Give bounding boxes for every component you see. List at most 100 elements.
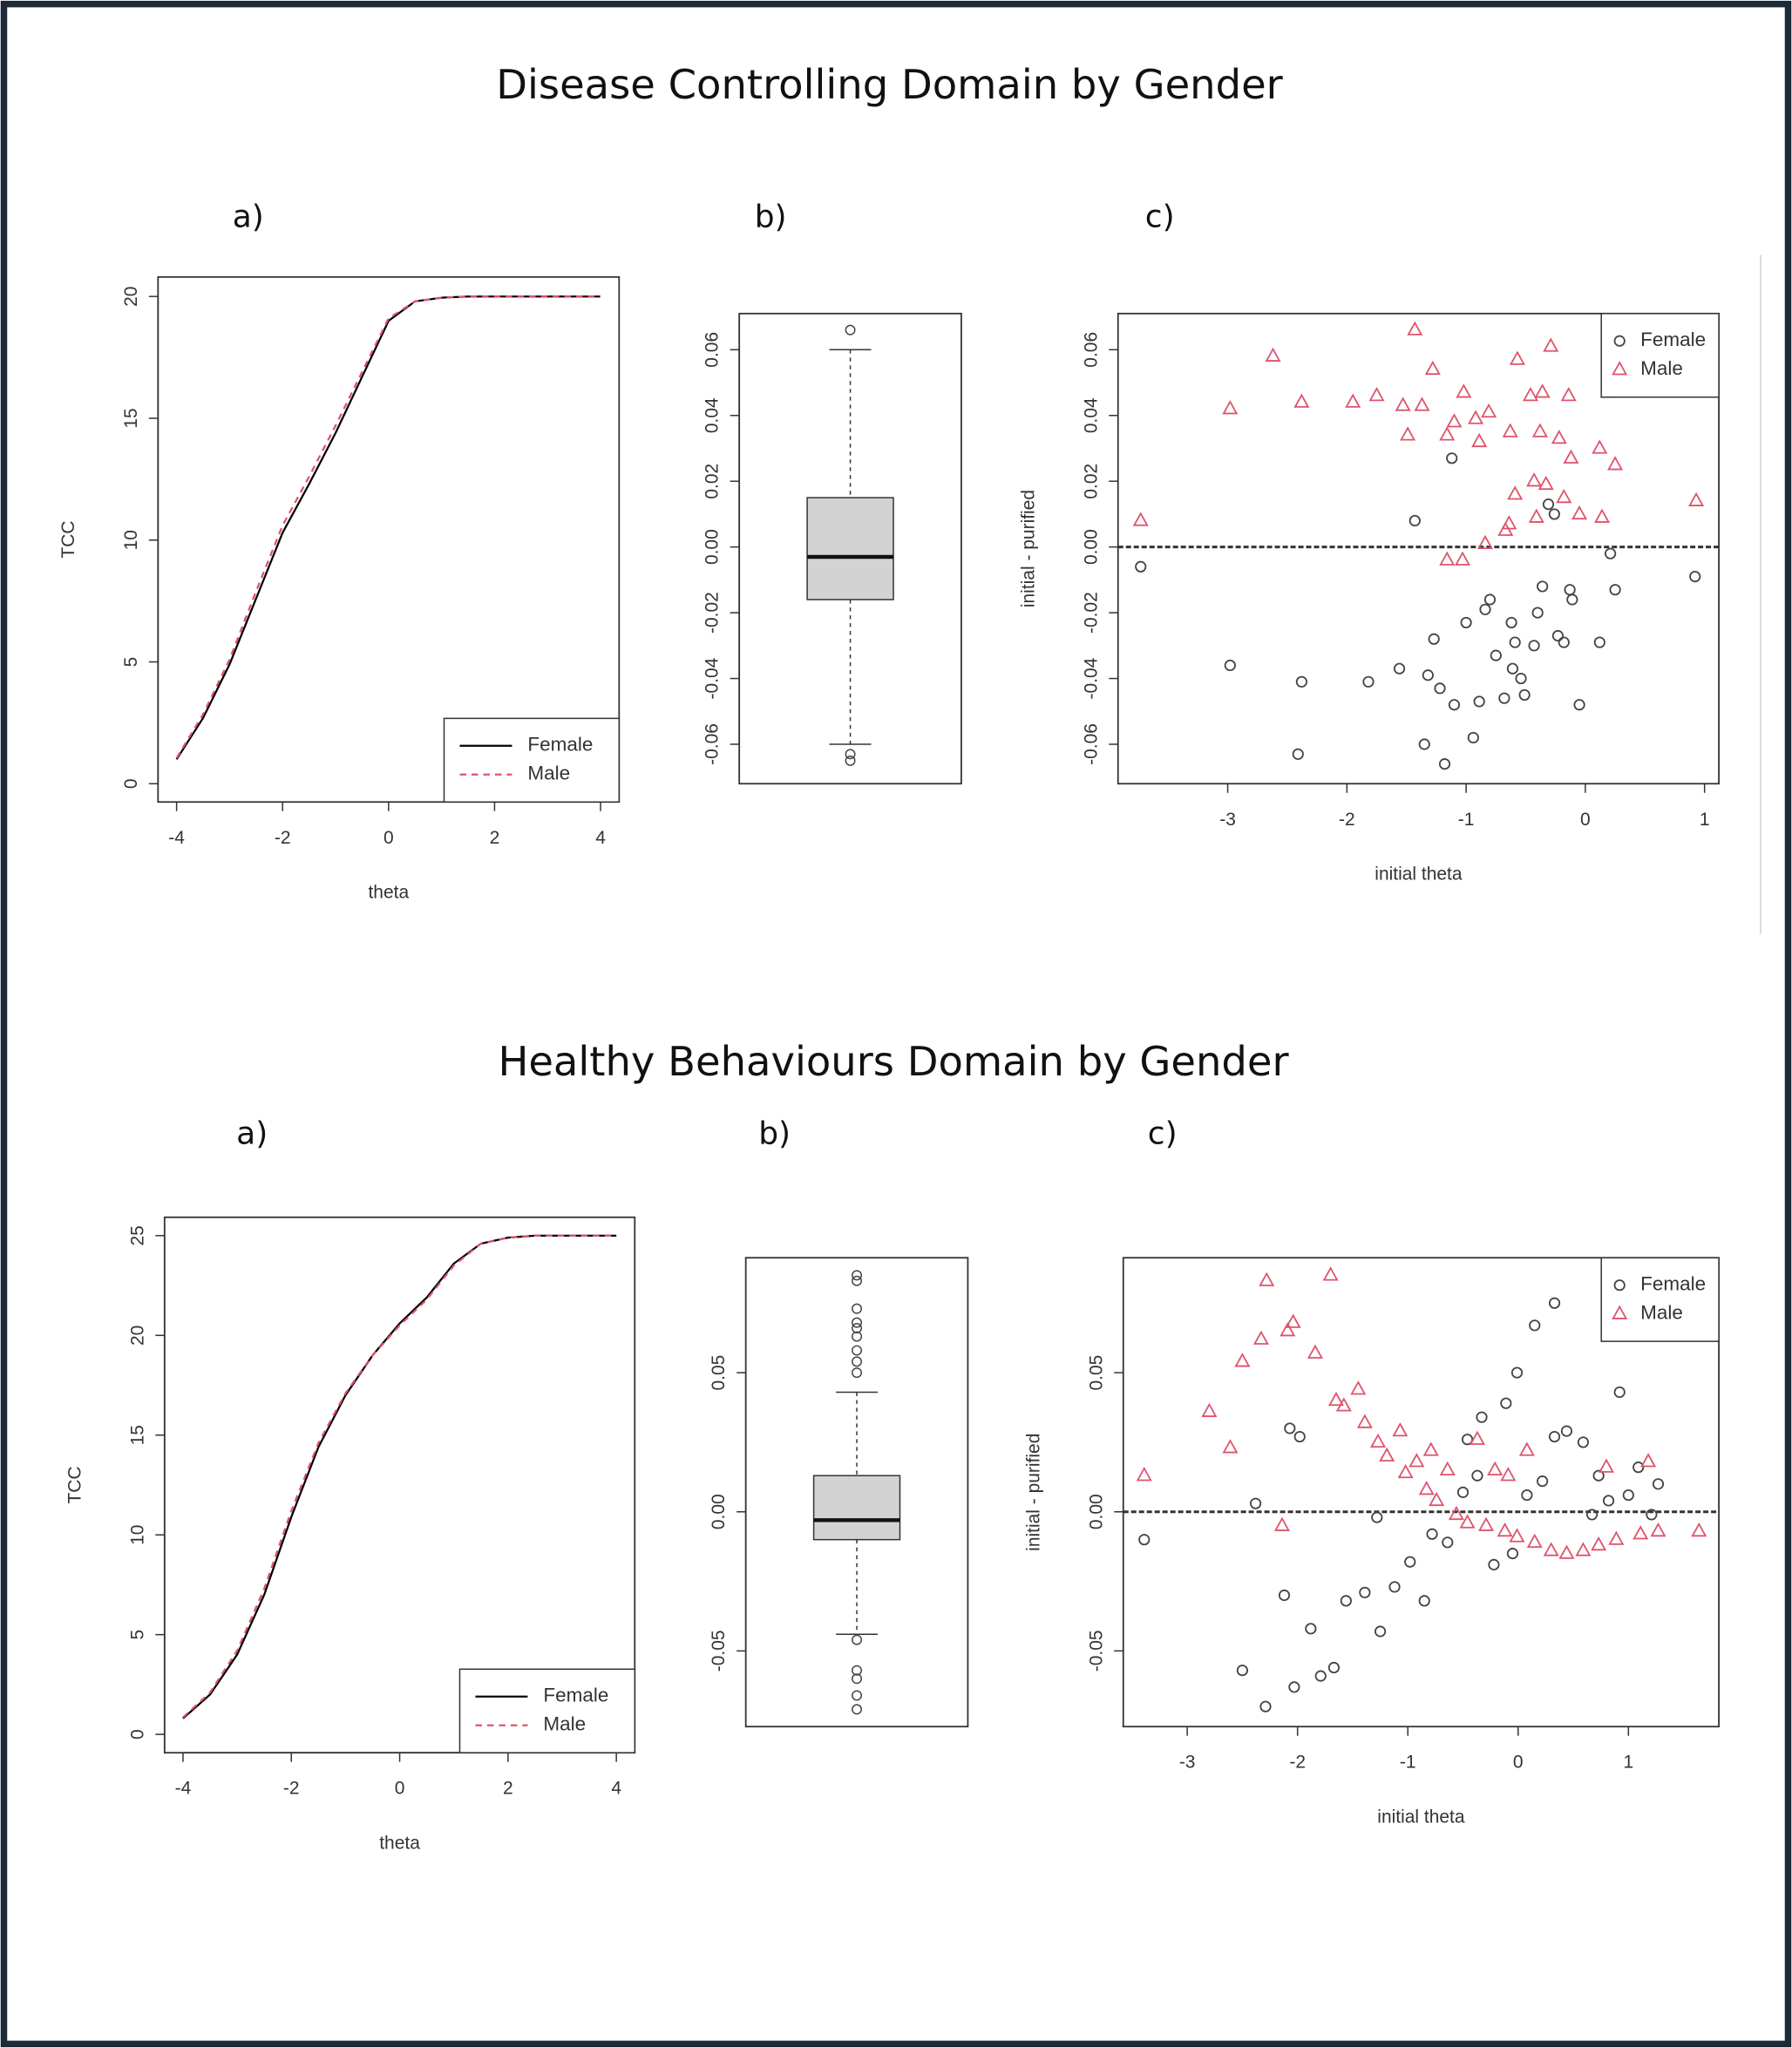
point [1522, 387, 1539, 402]
panel-label: a) [233, 199, 264, 234]
point [1388, 1581, 1401, 1593]
y-tick-label: -0.05 [1086, 1630, 1106, 1672]
point [1467, 731, 1479, 744]
point [1548, 508, 1560, 520]
x-tick-label: 0 [1513, 1753, 1524, 1773]
point [1573, 699, 1585, 711]
outlier [852, 1270, 863, 1281]
point [1418, 1481, 1435, 1495]
point [1408, 1453, 1425, 1468]
point [1280, 1322, 1296, 1337]
outlier [852, 1704, 863, 1715]
point [1335, 1397, 1352, 1412]
point [1483, 593, 1497, 606]
point [1252, 1330, 1269, 1345]
point [1448, 699, 1461, 711]
point [1368, 387, 1385, 402]
legend-label: Female [543, 1685, 608, 1706]
point [1418, 738, 1430, 750]
point [1497, 521, 1514, 536]
y-tick-label: 10 [121, 530, 141, 550]
point [1138, 1534, 1151, 1546]
legend-label: Male [527, 763, 570, 784]
outlier [852, 1317, 863, 1328]
point [1471, 1469, 1483, 1482]
point [1362, 675, 1375, 688]
point [1551, 430, 1567, 444]
point [1407, 321, 1423, 336]
x-tick-label: 0 [1580, 810, 1591, 830]
point [1507, 485, 1524, 500]
outlier [845, 749, 856, 760]
point [1408, 514, 1421, 527]
point [1476, 534, 1494, 550]
x-tick-label: -3 [1219, 810, 1236, 830]
point [1537, 580, 1549, 593]
point [1566, 593, 1578, 606]
x-tick-label: -2 [283, 1779, 300, 1799]
point [1400, 426, 1416, 441]
point [1356, 1414, 1373, 1428]
point [1345, 393, 1361, 408]
outlier [852, 1673, 863, 1685]
point [1478, 1516, 1495, 1531]
y-tick-label: 20 [127, 1326, 147, 1346]
y-tick-label: -0.05 [709, 1630, 729, 1672]
point [1650, 1522, 1666, 1537]
x-axis-label: initial theta [1377, 1807, 1465, 1828]
point [1526, 472, 1543, 487]
point [1594, 508, 1611, 523]
point [1632, 1525, 1649, 1540]
point [1509, 1528, 1525, 1543]
y-axis-label: initial - purified [1018, 490, 1038, 607]
point [1284, 1422, 1296, 1434]
y-tick-label: 5 [121, 657, 141, 668]
y-tick-label: -0.04 [1081, 657, 1101, 699]
point [1548, 1430, 1561, 1443]
point [1500, 1397, 1512, 1409]
point [1293, 1430, 1306, 1443]
point [1502, 423, 1518, 437]
point [1575, 1542, 1592, 1556]
legend-box [1600, 313, 1720, 398]
point [1469, 1430, 1485, 1445]
point [1295, 675, 1307, 688]
point [1265, 347, 1281, 362]
y-tick-label: 0.02 [1081, 464, 1101, 499]
y-axis-label: initial - purified [1023, 1434, 1043, 1551]
y-tick-label: -0.06 [1081, 723, 1101, 765]
y-tick-label: 5 [127, 1630, 147, 1640]
point [1292, 748, 1304, 760]
point [1473, 695, 1485, 708]
point [1439, 1461, 1456, 1475]
point [1497, 1522, 1513, 1537]
point [1608, 1530, 1625, 1545]
panel-label: b) [755, 199, 787, 234]
point [1560, 387, 1577, 402]
point [1598, 1458, 1615, 1473]
box [806, 497, 894, 600]
point [1558, 1544, 1575, 1559]
y-tick-label: 15 [127, 1425, 147, 1445]
box [812, 1475, 901, 1541]
point [1422, 669, 1434, 682]
point [1459, 1514, 1476, 1529]
y-tick-label: 0.06 [703, 332, 723, 368]
point [1537, 1475, 1549, 1488]
point [1640, 1453, 1657, 1468]
point [1476, 1411, 1488, 1423]
point [1397, 1463, 1414, 1479]
point [1322, 1266, 1339, 1281]
point [1506, 662, 1519, 675]
y-axis-label: TCC [64, 1466, 85, 1503]
point [1488, 1558, 1500, 1570]
point [1652, 1478, 1665, 1490]
point [1558, 636, 1570, 648]
point [1293, 393, 1310, 408]
section-title: Healthy Behaviours Domain by Gender [498, 1038, 1289, 1085]
point [1593, 636, 1605, 648]
outlier [852, 1323, 863, 1334]
point [1136, 1467, 1152, 1482]
point [1285, 1313, 1301, 1328]
